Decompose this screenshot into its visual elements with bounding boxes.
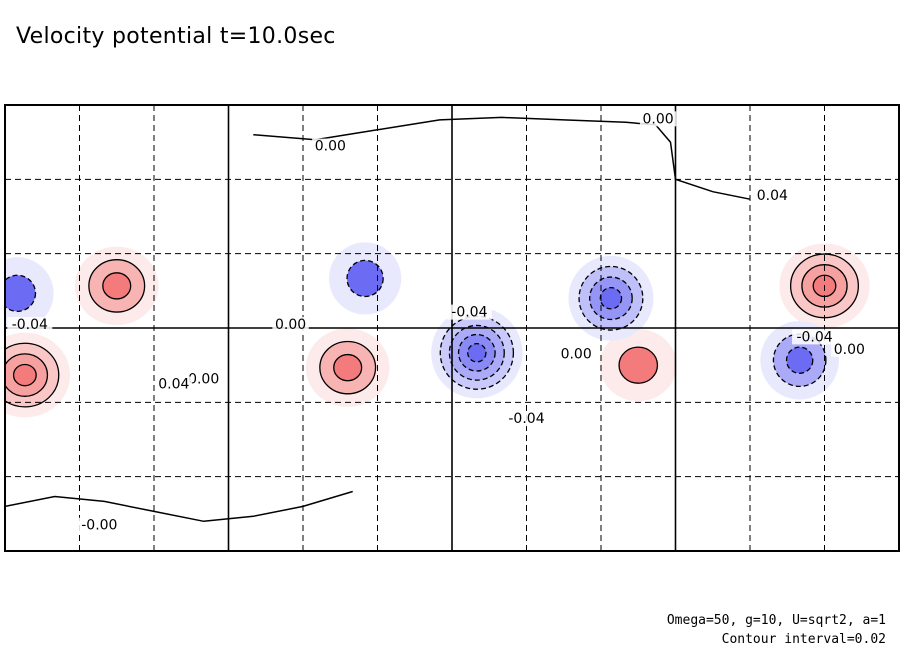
contour-label-7: 0.04 bbox=[158, 376, 189, 392]
contour-label-bg-0 bbox=[312, 138, 349, 154]
contour-line-4-1 bbox=[618, 346, 659, 384]
contour-interval-note: Contour interval=0.02 bbox=[721, 632, 886, 647]
contour-line-2-2 bbox=[5, 353, 49, 397]
contour-line-8-1 bbox=[346, 259, 384, 298]
contour-line-2-3 bbox=[12, 363, 37, 387]
contour-label-bg-9 bbox=[557, 346, 595, 362]
contour-label-bg-7 bbox=[155, 376, 193, 392]
contour-label-bg-10 bbox=[792, 329, 838, 345]
contour-label-bg-8 bbox=[504, 411, 549, 427]
contour-label-12: -0.00 bbox=[81, 518, 117, 534]
contour-label-6: 0.00 bbox=[188, 372, 219, 388]
contour-label-bg-5 bbox=[272, 317, 309, 332]
contour-line-2-1 bbox=[5, 342, 60, 408]
contour-line-0-2 bbox=[102, 272, 132, 300]
contour-line-3-1 bbox=[319, 340, 377, 395]
contour-label-1: 0.00 bbox=[643, 111, 674, 127]
zero-contour-north bbox=[253, 116, 751, 200]
contour-line-6-3 bbox=[599, 287, 623, 310]
contour-label-bg-11 bbox=[831, 341, 868, 357]
extremum-9-level-1 bbox=[5, 275, 36, 312]
contour-line-7-2 bbox=[785, 346, 814, 374]
contour-label-3: -0.04 bbox=[12, 317, 48, 333]
contour-line-6-2 bbox=[589, 276, 633, 321]
contour-label-bg-6 bbox=[185, 371, 222, 387]
contour-label-bg-4 bbox=[446, 304, 492, 320]
contour-line-9-1 bbox=[5, 274, 37, 312]
extremum-0-level-2 bbox=[102, 272, 131, 299]
contour-label-0: 0.00 bbox=[315, 139, 346, 155]
contour-line-5-2 bbox=[448, 324, 505, 381]
contour-line-3-2 bbox=[333, 353, 363, 382]
extremum-7-level-2 bbox=[786, 347, 813, 374]
contour-label-11: 0.00 bbox=[834, 342, 865, 358]
contour-label-10: -0.04 bbox=[796, 329, 832, 345]
plot-frame bbox=[4, 104, 900, 552]
lat-lon-grid bbox=[5, 105, 899, 551]
contour-labels: 0.000.000.04-0.04-0.040.000.000.04-0.040… bbox=[7, 111, 868, 534]
contour-label-bg-1 bbox=[639, 111, 677, 127]
extremum-5-level-4 bbox=[467, 343, 486, 362]
contour-label-2: 0.04 bbox=[757, 188, 788, 204]
contour-line-5-4 bbox=[467, 343, 487, 363]
contour-label-bg-12 bbox=[76, 517, 122, 533]
chart-title: Velocity potential t=10.0sec bbox=[16, 24, 336, 49]
extremum-6-level-3 bbox=[600, 287, 622, 309]
extremum-2-level-3 bbox=[13, 364, 37, 386]
contour-label-8: -0.04 bbox=[508, 411, 544, 427]
contour-label-9: 0.00 bbox=[561, 347, 592, 363]
extremum-3-level-2 bbox=[333, 354, 362, 381]
contour-line-5-3 bbox=[457, 333, 496, 372]
extremum-8-level-1 bbox=[347, 260, 384, 297]
contour-label-4: -0.04 bbox=[451, 305, 487, 321]
contour-line-6-1 bbox=[578, 265, 644, 331]
shaded-field bbox=[5, 242, 870, 418]
contour-label-5: 0.00 bbox=[275, 317, 306, 333]
contour-label-bg-2 bbox=[754, 188, 791, 204]
parameters-note: Omega=50, g=10, U=sqrt2, a=1 bbox=[666, 613, 886, 628]
extremum-4-level-1 bbox=[619, 347, 658, 384]
zero-contour-south bbox=[5, 490, 353, 523]
contour-line-0-1 bbox=[88, 259, 146, 313]
contour-label-bg-3 bbox=[7, 317, 53, 332]
